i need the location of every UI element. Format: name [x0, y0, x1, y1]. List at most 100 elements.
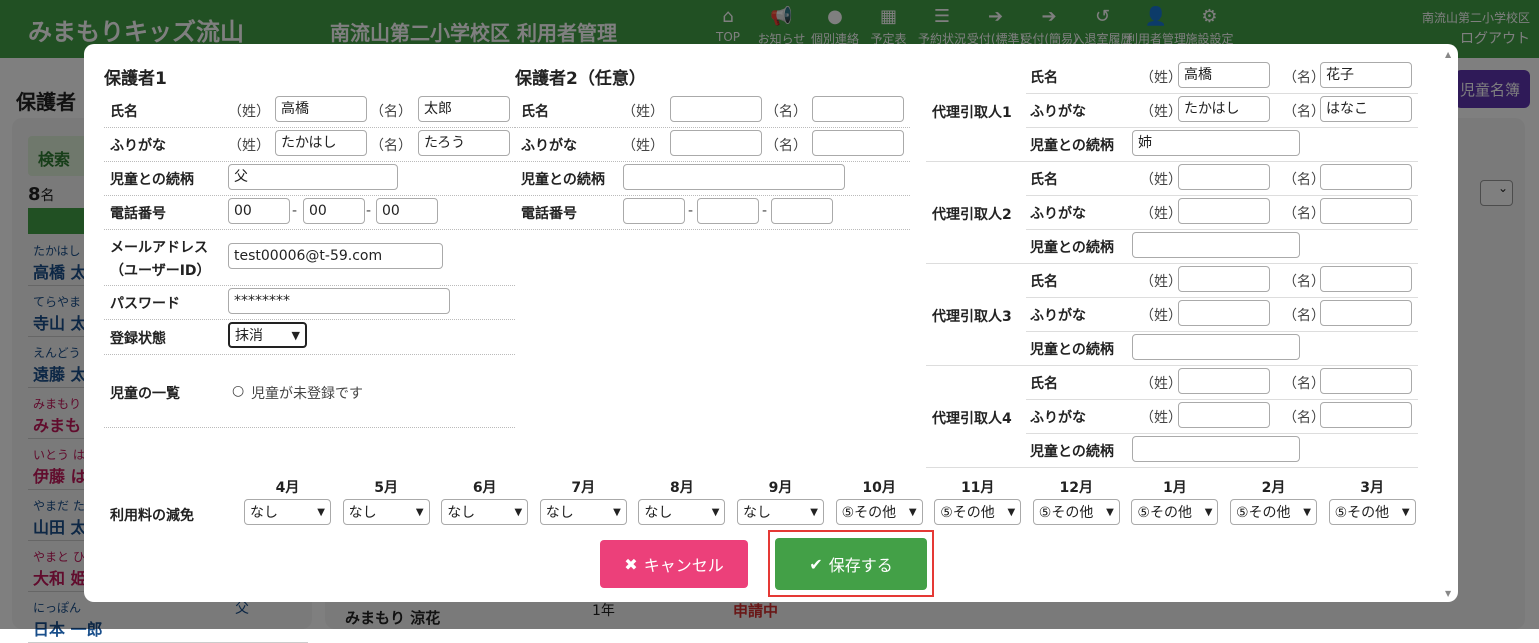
- phone-2-input[interactable]: 00: [303, 198, 365, 224]
- fee-select-4[interactable]: なし ▼: [638, 499, 726, 525]
- relation-label: 児童との続柄: [1030, 240, 1114, 256]
- last-kana-input[interactable]: たかはし: [275, 130, 367, 156]
- proxy-first-name-input[interactable]: 花子: [1320, 62, 1412, 88]
- chevron-down-icon: ▼: [317, 506, 325, 518]
- password-label: パスワード: [110, 296, 180, 312]
- fee-select-1[interactable]: なし ▼: [342, 499, 430, 525]
- first-label: （名）: [1283, 308, 1325, 324]
- chevron-down-icon: ▼: [514, 506, 523, 518]
- proxy-last-name-input[interactable]: [1178, 164, 1270, 190]
- month-label: 11月: [960, 480, 995, 496]
- children-empty-text: 児童が未登録です: [251, 386, 363, 402]
- proxy-last-kana-input[interactable]: [1178, 198, 1270, 224]
- g2-last-kana-input[interactable]: [670, 130, 762, 156]
- status-select[interactable]: 抹消 ▼: [228, 322, 307, 348]
- fee-select-6[interactable]: ⑤その他 ▼: [835, 499, 923, 525]
- month-label: 12月: [1059, 480, 1094, 496]
- email-input[interactable]: test00006@t-59.com: [228, 243, 443, 269]
- proxy-first-name-input[interactable]: [1320, 164, 1412, 190]
- highlight-box: [768, 530, 934, 597]
- fee-select-7[interactable]: ⑤その他 ▼: [934, 499, 1022, 525]
- fee-select-10[interactable]: ⑤その他 ▼: [1230, 499, 1317, 525]
- first-label: （名）: [1283, 274, 1325, 290]
- g2-first-name-input[interactable]: [812, 96, 904, 122]
- g2-phone-1[interactable]: [623, 198, 685, 224]
- fee-select-2[interactable]: なし ▼: [441, 499, 529, 525]
- fee-select-11[interactable]: ⑤その他 ▼: [1328, 499, 1416, 525]
- fee-select-9[interactable]: ⑤その他 ▼: [1131, 499, 1219, 525]
- first-label: （名）: [765, 104, 807, 120]
- proxy-last-name-input[interactable]: [1178, 368, 1270, 394]
- row-divider: [104, 285, 515, 286]
- row-divider: [926, 467, 1418, 468]
- month-label: 3月: [1360, 480, 1384, 496]
- proxy-last-kana-input[interactable]: たかはし: [1178, 96, 1270, 122]
- name-label: 氏名: [1030, 70, 1058, 86]
- bullet-icon: ○: [232, 383, 245, 399]
- password-input-value: ********: [234, 293, 290, 309]
- proxy-relation-input[interactable]: [1132, 334, 1300, 360]
- fee-select-3[interactable]: なし ▼: [539, 499, 627, 525]
- last-name-input-value: 高橋: [281, 101, 309, 117]
- scroll-down-icon[interactable]: ▼: [1445, 589, 1452, 598]
- proxy-first-kana-input[interactable]: [1320, 198, 1412, 224]
- last-label: （姓）: [622, 104, 664, 120]
- relation-input[interactable]: 父: [228, 164, 398, 190]
- row-divider: [1026, 399, 1418, 400]
- row-divider: [926, 161, 1418, 162]
- row-divider: [1026, 93, 1418, 94]
- chevron-down-icon: ▼: [613, 506, 621, 518]
- phone-1-input[interactable]: 00: [228, 198, 290, 224]
- password-input[interactable]: ********: [228, 288, 450, 314]
- relation-input-value: 父: [234, 169, 248, 185]
- row-divider: [515, 195, 910, 196]
- email-input-value: test00006@t-59.com: [234, 248, 383, 264]
- g2-phone-2[interactable]: [697, 198, 759, 224]
- month-label: 4月: [275, 480, 300, 496]
- fee-select-8[interactable]: ⑤その他 ▼: [1032, 499, 1120, 525]
- email-label-sub: （ユーザーID）: [110, 263, 211, 279]
- g2-relation-input[interactable]: [623, 164, 845, 190]
- first-name-input-value: 太郎: [424, 101, 452, 117]
- save-button[interactable]: ✔ 保存する: [775, 538, 927, 590]
- scroll-up-icon[interactable]: ▲: [1445, 50, 1452, 59]
- last-name-input[interactable]: 高橋: [275, 96, 367, 122]
- proxy-last-name-input[interactable]: 高橋: [1178, 62, 1270, 88]
- fee-select-5[interactable]: なし ▼: [737, 499, 824, 525]
- guardian2-heading: 保護者2（任意）: [515, 69, 646, 89]
- proxy-last-kana-input[interactable]: [1178, 300, 1270, 326]
- first-kana-input[interactable]: たろう: [418, 130, 510, 156]
- phone-label: 電話番号: [110, 206, 166, 222]
- phone-3-input[interactable]: 00: [376, 198, 438, 224]
- proxy-first-kana-input[interactable]: [1320, 402, 1412, 428]
- row-divider: [1026, 297, 1418, 298]
- children-label: 児童の一覧: [110, 386, 180, 402]
- month-label: 9月: [768, 480, 793, 496]
- month-label: 2月: [1261, 480, 1286, 496]
- fee-select-0[interactable]: なし ▼: [244, 499, 331, 525]
- proxy-last-kana-input[interactable]: [1178, 402, 1270, 428]
- proxy-relation-input[interactable]: 姉: [1132, 130, 1300, 156]
- proxy-first-name-input[interactable]: [1320, 266, 1412, 292]
- g2-phone-3[interactable]: [771, 198, 833, 224]
- proxy-first-name-input[interactable]: [1320, 368, 1412, 394]
- month-label: 10月: [862, 480, 896, 496]
- proxy-relation-input[interactable]: [1132, 436, 1300, 462]
- modal-scrollbar[interactable]: ▲ ▼: [1440, 44, 1458, 602]
- proxy-first-kana-input[interactable]: はなこ: [1320, 96, 1412, 122]
- g2-first-kana-input[interactable]: [812, 130, 904, 156]
- proxy-label: 代理引取人1: [932, 105, 1012, 121]
- last-label: （姓）: [1140, 376, 1182, 392]
- proxy-first-kana-input[interactable]: [1320, 300, 1412, 326]
- last-label: （姓）: [1140, 206, 1182, 222]
- row-divider: [104, 195, 515, 196]
- cancel-button[interactable]: ✖ キャンセル: [600, 540, 748, 588]
- phone-2-input-value: 00: [309, 203, 327, 219]
- proxy-relation-input[interactable]: [1132, 232, 1300, 258]
- guardian1-heading: 保護者1: [104, 69, 167, 89]
- first-name-input[interactable]: 太郎: [418, 96, 510, 122]
- proxy-last-name-input[interactable]: [1178, 266, 1270, 292]
- kana-label: ふりがな: [521, 138, 577, 154]
- g2-last-name-input[interactable]: [670, 96, 762, 122]
- first-label: （名）: [370, 104, 412, 120]
